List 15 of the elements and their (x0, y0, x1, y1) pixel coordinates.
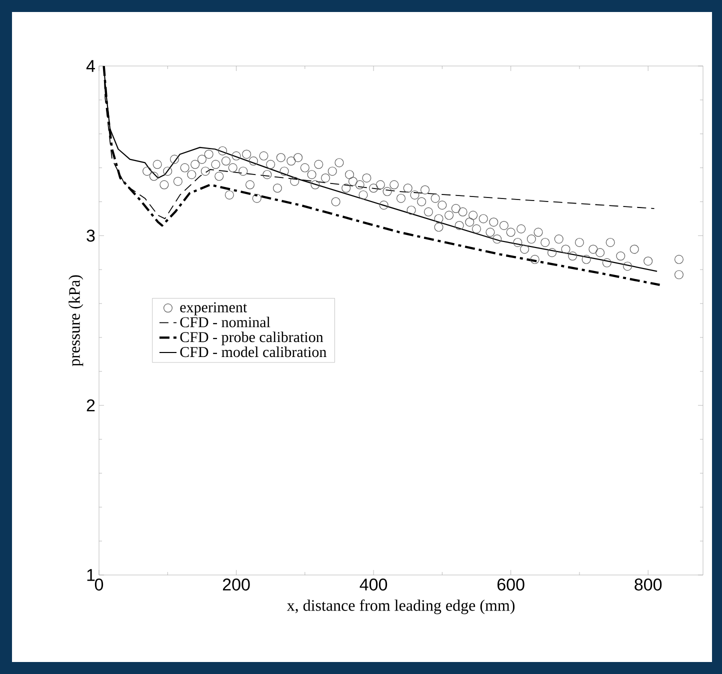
x-tick-label: 400 (360, 578, 388, 591)
legend-label: CFD - probe calibration (180, 332, 324, 346)
y-axis-title: pressure (kPa) (68, 275, 84, 366)
x-tick-label: 200 (222, 578, 250, 591)
legend-label: CFD - nominal (180, 316, 270, 328)
x-tick-label: 800 (634, 578, 662, 591)
x-tick-label: 600 (498, 578, 524, 591)
legend-label: experiment (180, 302, 248, 316)
y-tick-label: 3 (86, 230, 95, 242)
x-tick-label: 0 (94, 578, 104, 591)
y-tick-label: 4 (86, 60, 95, 72)
x-axis-title: x, distance from leading edge (mm) (286, 599, 515, 614)
y-tick-label: 2 (86, 399, 95, 412)
legend-label: CFD - model calibration (180, 346, 326, 358)
y-tick-label: 1 (87, 569, 95, 581)
